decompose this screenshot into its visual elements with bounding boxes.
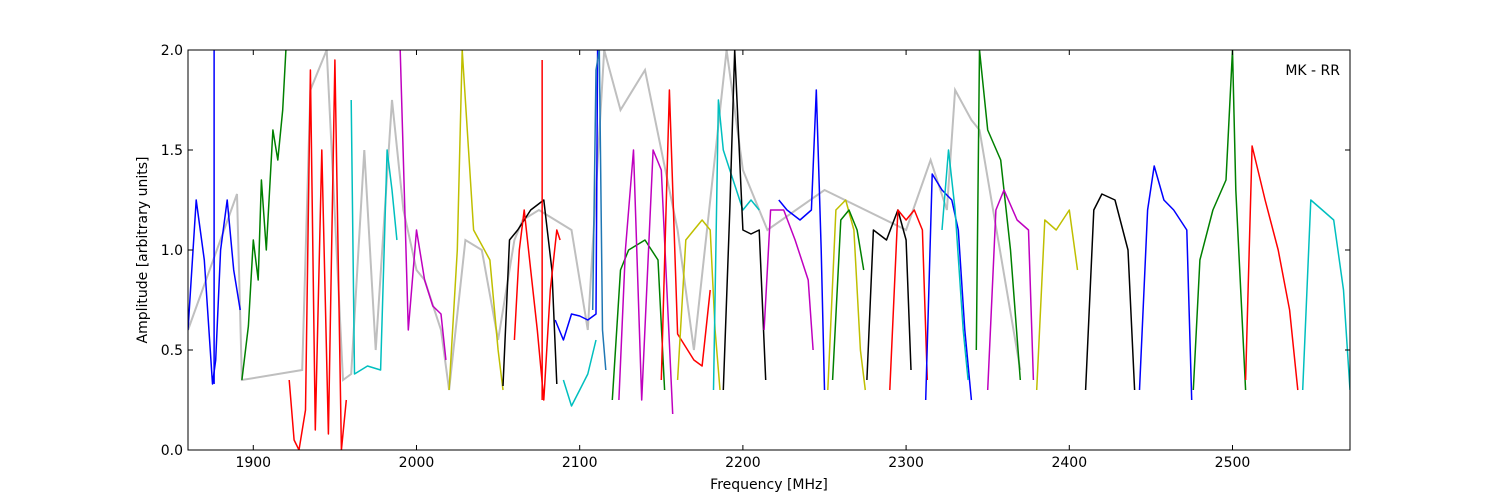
series-line-4	[350, 99, 398, 375]
series-line-14	[660, 89, 711, 381]
series-line-29	[1084, 193, 1136, 391]
data-layer	[188, 50, 1350, 450]
y-tick-label: 1.5	[161, 143, 183, 159]
series-line-9	[554, 50, 599, 341]
y-tick-label: 0.0	[161, 443, 183, 459]
series-line-23	[889, 209, 929, 391]
series-line-8	[513, 209, 561, 401]
series-line-24	[924, 173, 973, 401]
series-line-26	[975, 50, 1022, 381]
series-line-13	[618, 149, 674, 415]
chart-annotation: MK - RR	[1285, 63, 1340, 79]
series-line-30	[1138, 165, 1193, 401]
y-tick-label: 0.5	[161, 343, 183, 359]
y-axis-label: Amplitude [arbitrary units]	[135, 157, 151, 344]
series-line-17	[722, 50, 767, 391]
series-line-33	[1301, 199, 1350, 391]
x-tick-label: 2500	[1215, 455, 1251, 471]
series-line-28	[1035, 209, 1079, 391]
series-line-27	[986, 189, 1035, 391]
x-axis-label: Frequency [MHz]	[710, 477, 828, 493]
series-line-10	[562, 339, 597, 407]
x-tick-label: 1900	[235, 455, 271, 471]
series-line-22	[866, 209, 912, 381]
series-line-6	[448, 50, 504, 391]
x-tick-label: 2200	[725, 455, 761, 471]
series-line-3	[288, 59, 348, 450]
x-tick-label: 2400	[1051, 455, 1087, 471]
series-line-21	[831, 209, 865, 381]
series-line-18	[763, 209, 814, 351]
tick-layer: 1900 2000 2100 2200 2300 2400 2500 0.0 0.5 1.0 1.5…	[161, 43, 1350, 471]
y-tick-label: 1.0	[161, 243, 183, 259]
series-line-5	[399, 50, 447, 361]
x-tick-label: 2300	[888, 455, 924, 471]
series-line-1	[188, 199, 241, 385]
series-line-16	[712, 99, 760, 391]
series-line-11	[591, 50, 607, 371]
y-tick-label: 2.0	[161, 43, 183, 59]
series-line-2	[241, 50, 287, 381]
series-line-32	[1244, 145, 1299, 391]
x-tick-label: 2000	[399, 455, 435, 471]
series-line-19	[778, 89, 826, 391]
x-tick-label: 2100	[562, 455, 598, 471]
series-line-25	[941, 149, 969, 381]
series-line-20	[827, 199, 867, 391]
series-line-31	[1192, 50, 1247, 391]
